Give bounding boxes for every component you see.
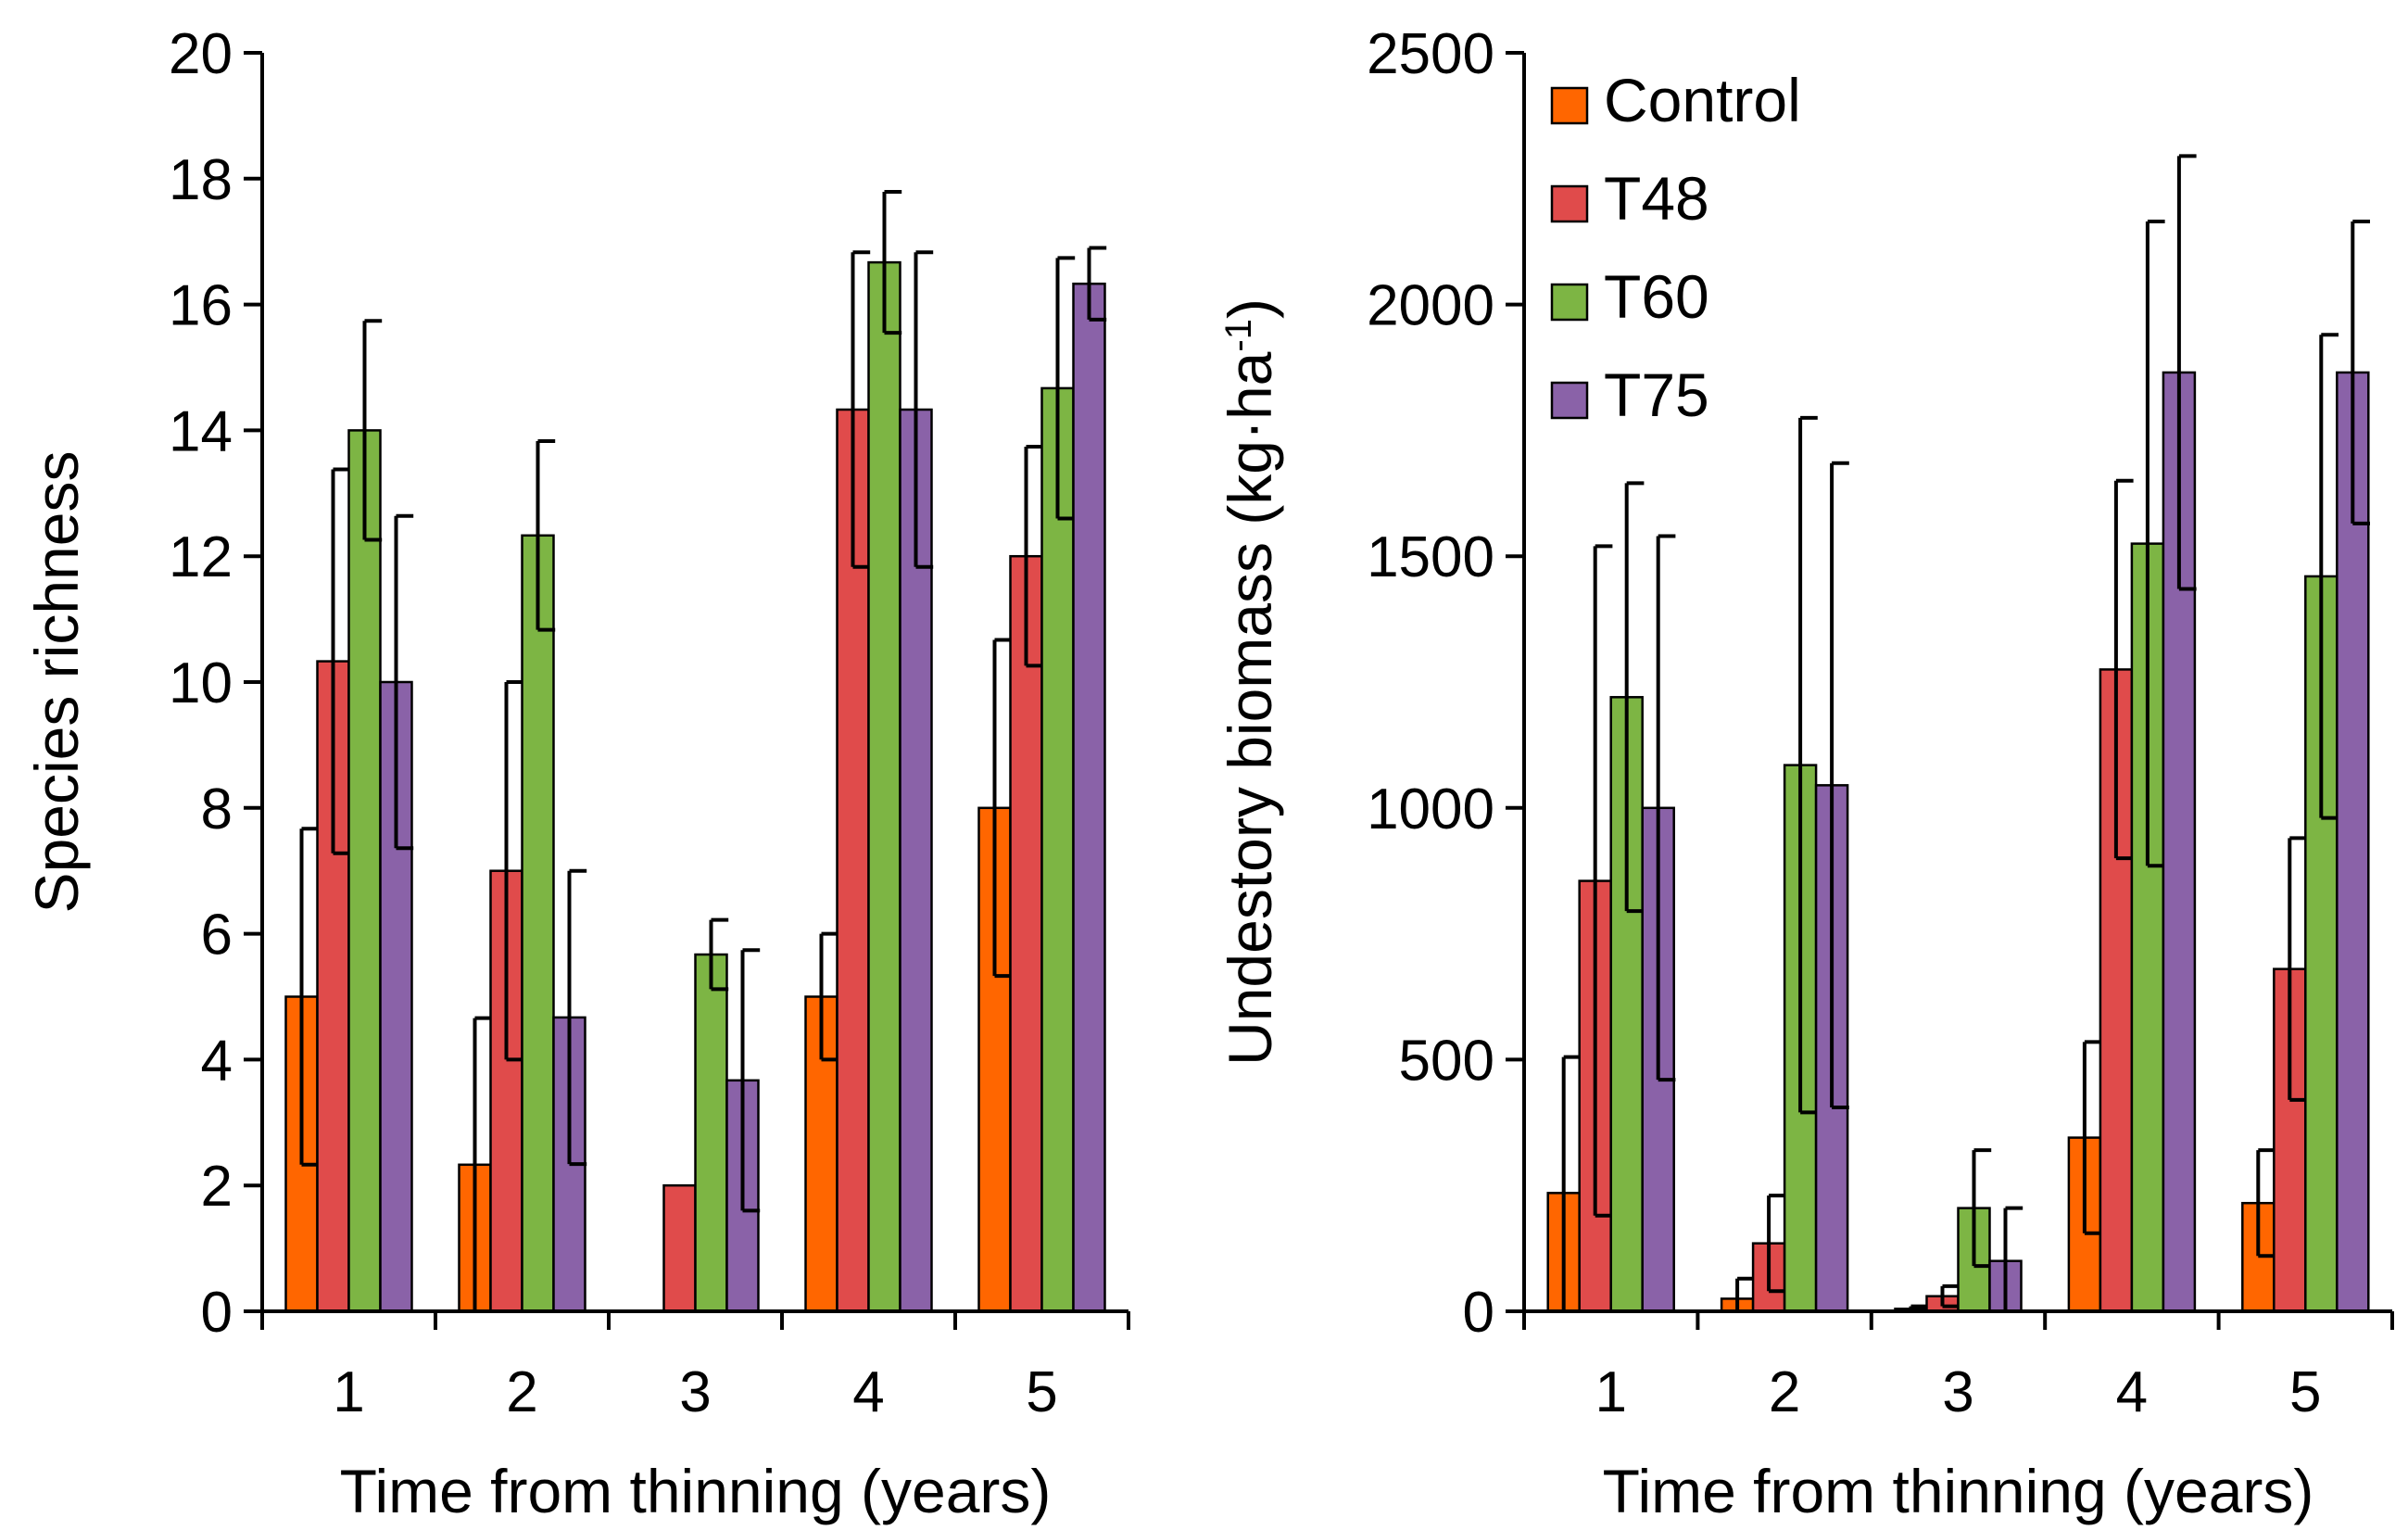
y-tick-label: 500 (1399, 1029, 1494, 1093)
x-tick-label: 3 (1942, 1360, 1973, 1424)
bar-t60-2 (521, 534, 555, 1313)
x-tick-label: 4 (852, 1360, 884, 1424)
legend-swatch-t75 (1550, 381, 1589, 420)
legend-label-t60: T60 (1604, 262, 1709, 331)
y-tick-label: 8 (201, 778, 233, 841)
x-tick-label: 5 (1026, 1360, 1057, 1424)
y-tick-label: 2500 (1367, 22, 1494, 86)
y-tick-label: 20 (169, 22, 233, 86)
x-axis-title: Time from thinning (years) (1603, 1457, 2314, 1525)
bar-t60-5 (1040, 386, 1075, 1313)
understory-biomass-chart: 0 500 1000 1500 2000 2500 1 2 3 4 5 Time from thinn… (1216, 22, 2394, 1525)
y-tick-label: 18 (169, 148, 233, 212)
legend-label-t75: T75 (1604, 360, 1709, 429)
y-tick-label: 4 (201, 1029, 233, 1093)
bar-t75-5 (2336, 371, 2370, 1313)
legend-label-control: Control (1604, 66, 1801, 134)
bar-t48-3 (662, 1183, 697, 1313)
legend-label-t48: T48 (1604, 164, 1709, 233)
y-tick-label: 2 (201, 1155, 233, 1219)
bar-t75-1 (379, 680, 413, 1313)
y-axis-title: Species richness (22, 451, 91, 914)
y-tick-label: 1500 (1367, 525, 1494, 589)
y-tick-label: 10 (169, 651, 233, 715)
legend-swatch-t60 (1550, 283, 1589, 322)
bar-t60-3 (694, 953, 728, 1313)
x-tick-label: 1 (1595, 1360, 1626, 1424)
legend-swatch-t48 (1550, 184, 1589, 223)
y-tick-label: 0 (1463, 1281, 1494, 1345)
bar-t60-4 (867, 260, 901, 1313)
x-axis-title: Time from thinning (years) (340, 1457, 1052, 1525)
y-axis-title: Undestory biomass (kg·ha-1) (1216, 298, 1284, 1066)
y-tick-label: 0 (201, 1281, 233, 1345)
bar-t48-5 (1009, 554, 1043, 1313)
y-tick-label: 1000 (1367, 778, 1494, 841)
y-tick-label: 16 (169, 274, 233, 338)
x-tick-label: 5 (2289, 1360, 2321, 1424)
x-tick-label: 1 (333, 1360, 364, 1424)
bar-t60-1 (347, 429, 382, 1313)
legend-swatch-control (1550, 86, 1589, 125)
y-tick-label: 12 (169, 525, 233, 589)
x-tick-label: 3 (679, 1360, 711, 1424)
x-tick-label: 2 (506, 1360, 537, 1424)
x-tick-label: 4 (2116, 1360, 2148, 1424)
bar-t75-5 (1072, 282, 1106, 1313)
y-tick-label: 2000 (1367, 274, 1494, 338)
y-tick-label: 6 (201, 904, 233, 967)
y-tick-label: 14 (169, 399, 233, 463)
x-tick-label: 2 (1769, 1360, 1800, 1424)
